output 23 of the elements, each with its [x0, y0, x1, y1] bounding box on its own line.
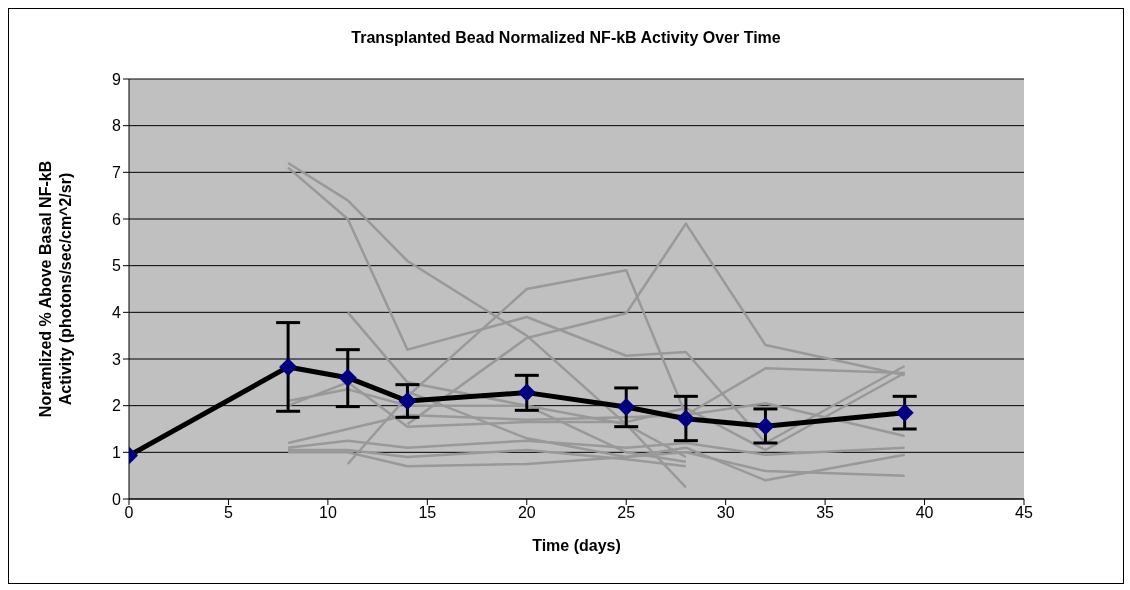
- x-axis-title: Time (days): [532, 537, 621, 554]
- x-tick-label: 25: [617, 504, 636, 522]
- x-tick-label: 15: [418, 504, 437, 522]
- x-tick-label: 45: [1015, 504, 1033, 522]
- x-tick-label: 0: [124, 504, 134, 522]
- x-tick-label: 5: [223, 504, 233, 522]
- chart-title: Transplanted Bead Normalized NF-kB Activity Over Time: [350, 29, 782, 47]
- y-tick-label: 9: [112, 70, 122, 88]
- x-tick-label: 30: [716, 504, 735, 522]
- y-tick-label: 8: [112, 117, 122, 135]
- y-tick-label: 0: [112, 490, 122, 508]
- x-tick-label: 40: [915, 504, 934, 522]
- y-tick-label: 5: [112, 257, 122, 275]
- y-tick-label: 3: [112, 350, 122, 368]
- x-tick-label: 10: [318, 504, 337, 522]
- x-tick-label: 20: [517, 504, 536, 522]
- y-tick-label: 6: [112, 210, 122, 228]
- y-tick-label: 1: [112, 444, 122, 462]
- y-tick-label: 7: [112, 164, 122, 182]
- y-axis-title: Noramlized % Above Basal NF-kB Activity (photons/sec/cm^2/sr): [37, 160, 74, 418]
- y-tick-label: 4: [112, 304, 122, 322]
- x-tick-label: 35: [816, 504, 835, 522]
- y-tick-label: 2: [112, 397, 122, 415]
